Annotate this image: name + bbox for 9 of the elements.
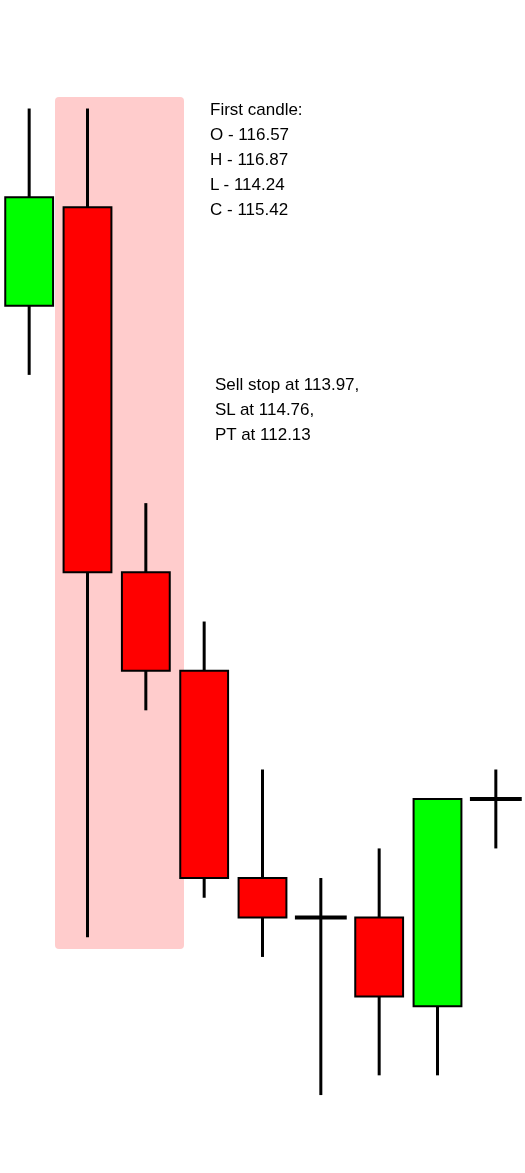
candlestick xyxy=(294,878,347,1097)
candlestick xyxy=(4,108,55,375)
annotation: First candle: O - 116.57 H - 116.87 L - 114.24 C - 115.42 xyxy=(210,99,303,221)
candlestick xyxy=(62,108,113,939)
candlestick xyxy=(120,503,171,711)
candlestick xyxy=(354,848,405,1076)
annotation: Sell stop at 113.97, SL at 114.76, PT at 112.13 xyxy=(215,374,360,446)
candlestick xyxy=(179,621,230,898)
candlestick xyxy=(469,769,522,849)
